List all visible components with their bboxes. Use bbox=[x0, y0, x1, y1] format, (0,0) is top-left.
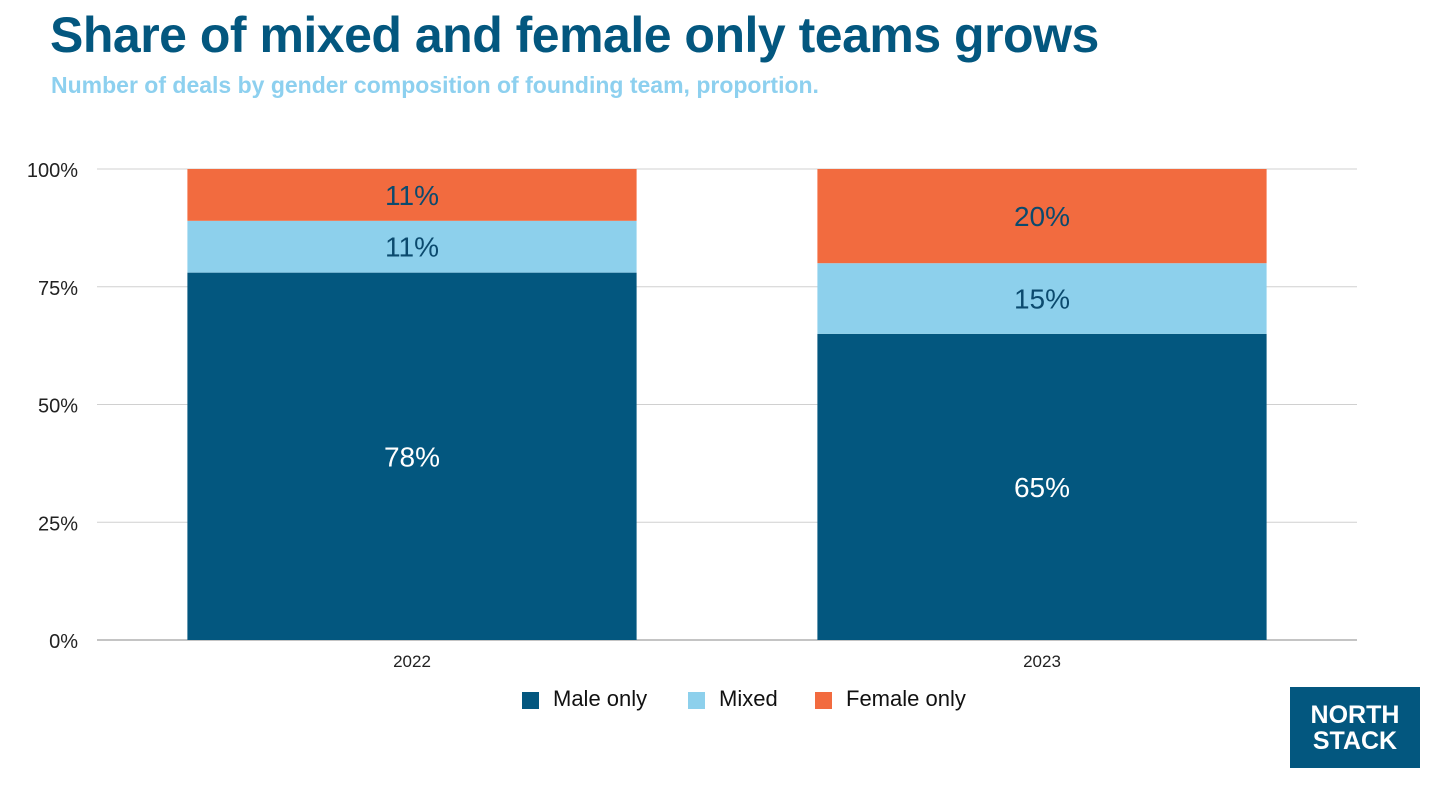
bar-segment bbox=[187, 169, 637, 221]
data-label: 78% bbox=[384, 441, 440, 472]
legend-label: Mixed bbox=[719, 686, 778, 711]
data-label: 15% bbox=[1014, 284, 1070, 315]
legend-swatch bbox=[522, 692, 539, 709]
chart-subtitle: Number of deals by gender composition of… bbox=[51, 72, 819, 98]
logo-line-1: NORTH bbox=[1310, 701, 1400, 729]
y-tick-label: 50% bbox=[38, 396, 78, 418]
logo-line-2: STACK bbox=[1312, 727, 1398, 755]
y-tick-label: 25% bbox=[38, 513, 78, 535]
data-label: 20% bbox=[1014, 201, 1070, 232]
bar-segment bbox=[187, 220, 637, 273]
legend-swatch bbox=[688, 692, 705, 709]
y-tick-label: 0% bbox=[49, 631, 78, 653]
x-tick-label: 2022 bbox=[393, 652, 431, 671]
chart-title: Share of mixed and female only teams gro… bbox=[50, 7, 1099, 63]
legend-swatch bbox=[815, 692, 832, 709]
data-label: 11% bbox=[385, 232, 439, 263]
bar-segment bbox=[187, 272, 637, 640]
legend-label: Male only bbox=[553, 686, 647, 711]
data-label: 11% bbox=[385, 180, 439, 211]
bar-segment bbox=[817, 333, 1267, 640]
bar-segment bbox=[817, 169, 1267, 264]
bar-segment bbox=[817, 263, 1267, 334]
legend-label: Female only bbox=[846, 686, 966, 711]
data-label: 65% bbox=[1014, 472, 1070, 503]
y-tick-label: 75% bbox=[38, 278, 78, 300]
north-stack-logo: NORTH STACK bbox=[1290, 687, 1420, 768]
y-tick-label: 100% bbox=[27, 160, 78, 182]
x-tick-label: 2023 bbox=[1023, 652, 1061, 671]
